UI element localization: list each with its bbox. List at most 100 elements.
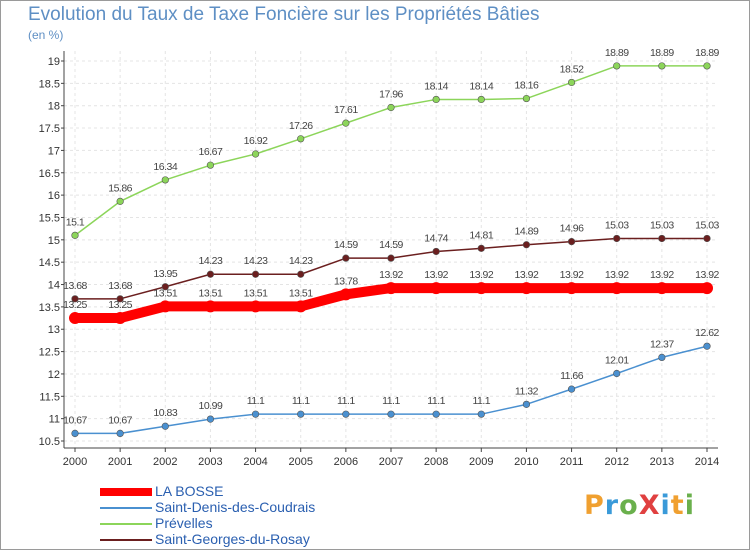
data-label: 13.95 — [153, 268, 177, 280]
y-tick-label: 18.5 — [39, 78, 60, 90]
x-tick-label: 2006 — [334, 456, 358, 468]
x-tick-label: 2003 — [198, 456, 222, 468]
data-point — [161, 176, 169, 184]
legend-swatch — [100, 488, 152, 496]
y-tick-label: 14.5 — [39, 257, 60, 269]
data-label: 14.81 — [469, 229, 493, 241]
data-point — [613, 369, 621, 378]
data-label: 18.89 — [650, 47, 674, 59]
data-point — [565, 282, 578, 295]
data-label: 15.03 — [650, 219, 674, 231]
series-pr-velles: 15.1 15.86 16.34 16.67 16.92 17.26 17.61 17.96 1… — [66, 47, 720, 239]
legend-swatch — [100, 523, 152, 525]
data-label: 13.92 — [515, 269, 539, 281]
series-saint-denis-des-coudrais: 10.67 10.67 10.83 10.99 11.1 11.1 11.1 11.1 11.1… — [63, 327, 720, 438]
data-label: 18.14 — [424, 80, 448, 92]
x-tick-label: 2013 — [650, 456, 674, 468]
data-label: 17.26 — [289, 120, 313, 132]
logo-letter: r — [604, 490, 620, 521]
data-label: 14.23 — [244, 255, 268, 267]
logo-letter: t — [670, 490, 685, 521]
y-tick-label: 17 — [48, 145, 60, 157]
y-tick-label: 16.5 — [39, 168, 60, 180]
data-point — [430, 282, 443, 295]
data-label: 18.14 — [469, 80, 493, 92]
y-tick-label: 18 — [48, 101, 60, 113]
data-point — [610, 282, 623, 295]
data-label: 13.51 — [244, 287, 268, 299]
data-point — [522, 94, 531, 103]
data-label: 11.1 — [472, 395, 490, 407]
data-label: 13.51 — [199, 287, 223, 299]
x-tick-label: 2007 — [379, 456, 403, 468]
data-label: 18.89 — [695, 47, 719, 59]
data-label: 11.1 — [382, 395, 400, 407]
data-point — [71, 429, 79, 438]
data-label: 18.52 — [560, 63, 584, 75]
data-point — [432, 410, 440, 418]
data-label: 12.37 — [650, 338, 674, 350]
data-point — [206, 270, 215, 278]
data-label: 10.83 — [153, 407, 177, 419]
data-point — [116, 429, 124, 438]
data-label: 14.59 — [379, 239, 403, 251]
data-point — [432, 247, 440, 256]
y-tick-label: 12 — [48, 369, 60, 381]
data-point — [567, 238, 576, 246]
data-label: 15.86 — [108, 182, 132, 194]
data-label: 16.67 — [199, 146, 223, 158]
data-label: 13.78 — [334, 275, 358, 287]
data-label: 13.92 — [650, 269, 674, 281]
data-label: 13.51 — [289, 287, 313, 299]
data-label: 15.03 — [695, 219, 719, 231]
data-point — [114, 312, 127, 325]
logo-letter: P — [584, 490, 605, 521]
data-label: 14.59 — [334, 239, 358, 251]
data-point — [477, 410, 485, 418]
data-point — [522, 241, 531, 249]
x-tick-label: 2009 — [469, 456, 493, 468]
y-tick-label: 14 — [48, 280, 60, 292]
data-point — [206, 415, 215, 423]
data-point — [297, 270, 305, 278]
data-point — [567, 385, 576, 393]
data-label: 11.1 — [292, 395, 310, 407]
x-tick-label: 2000 — [63, 456, 87, 468]
data-label: 13.92 — [695, 269, 719, 281]
x-tick-label: 2011 — [560, 456, 584, 468]
data-point — [161, 422, 169, 430]
y-tick-label: 13 — [48, 324, 60, 336]
legend-label: Saint-Denis-des-Coudrais — [155, 499, 316, 515]
data-point — [387, 410, 395, 418]
data-label: 14.23 — [289, 255, 313, 267]
x-tick-label: 2001 — [108, 456, 132, 468]
data-label: 13.25 — [63, 299, 87, 311]
y-tick-label: 19 — [48, 56, 60, 68]
data-label: 11.1 — [247, 395, 265, 407]
data-label: 13.68 — [63, 280, 87, 292]
data-point — [342, 119, 350, 127]
data-point — [387, 254, 395, 262]
data-point — [703, 234, 711, 243]
data-label: 13.92 — [379, 269, 403, 281]
legend-label: Saint-Georges-du-Rosay — [155, 531, 310, 547]
data-point — [116, 197, 124, 205]
x-tick-label: 2005 — [288, 456, 312, 468]
y-tick-label: 16 — [48, 190, 60, 202]
data-point — [658, 234, 666, 243]
data-point — [116, 295, 124, 303]
data-point — [567, 78, 576, 87]
data-label: 13.51 — [153, 287, 177, 299]
data-point — [701, 282, 713, 295]
data-point — [703, 342, 711, 350]
data-point — [475, 282, 488, 295]
series-saint-georges-du-rosay: 13.68 13.68 13.95 14.23 14.23 14.23 14.59 14.59… — [63, 219, 720, 303]
x-tick-label: 2004 — [243, 456, 267, 468]
data-label: 10.67 — [108, 414, 132, 426]
data-point — [385, 282, 397, 295]
data-point — [613, 62, 621, 70]
data-point — [520, 282, 533, 295]
data-point — [655, 282, 668, 295]
data-point — [477, 244, 485, 252]
data-point — [432, 95, 440, 104]
